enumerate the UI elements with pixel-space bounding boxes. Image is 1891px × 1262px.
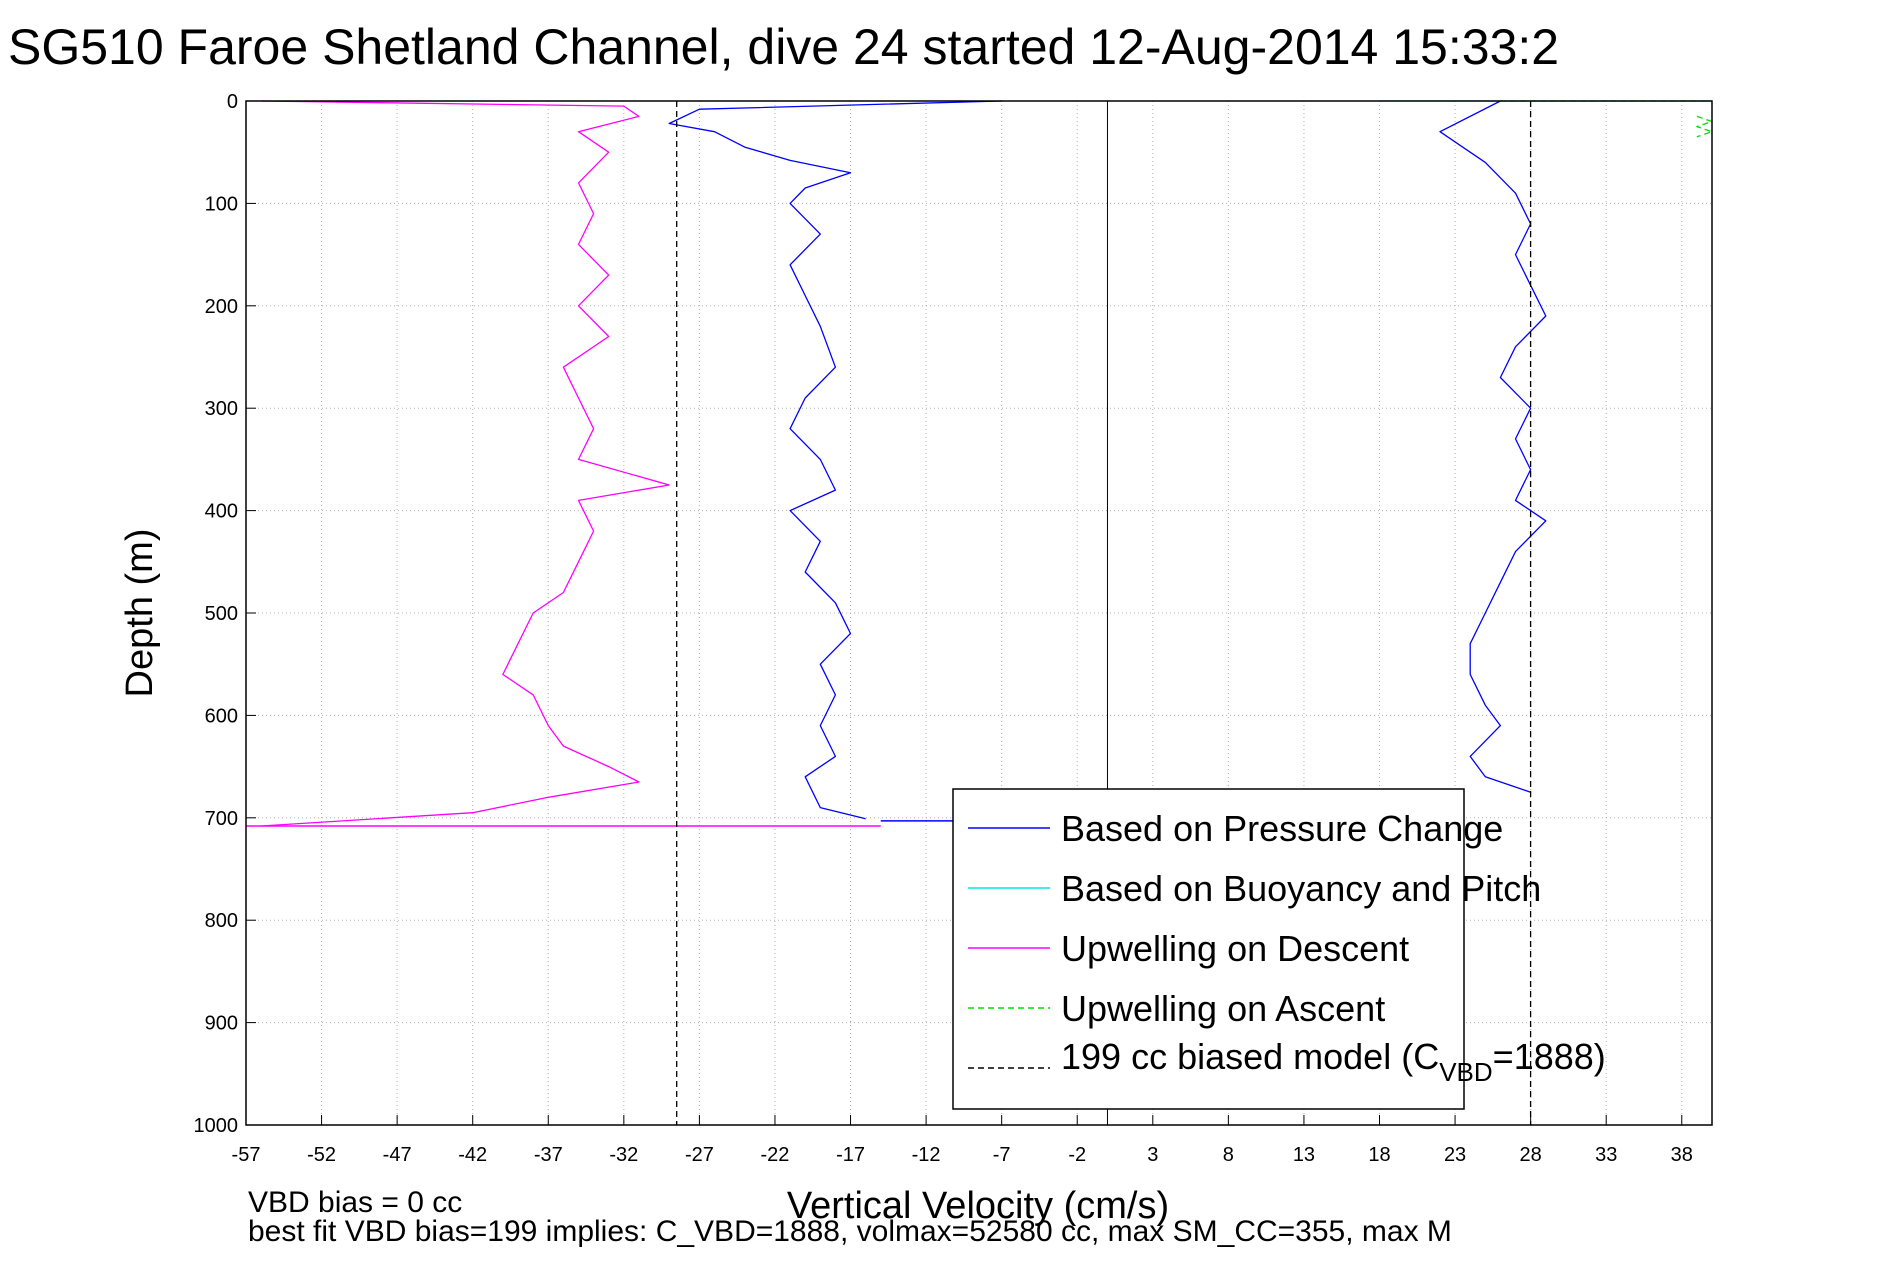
series-upwelling-on-descent <box>261 100 670 827</box>
series-upwelling-on-ascent <box>1696 115 1713 138</box>
footnote-best-fit: best fit VBD bias=199 implies: C_VBD=188… <box>248 1215 1452 1248</box>
legend-label-model-tail: =1888) <box>1493 1036 1606 1077</box>
x-tick-label: 8 <box>1223 1144 1234 1166</box>
x-tick-label: -37 <box>534 1144 563 1166</box>
y-tick-label: 1000 <box>194 1115 239 1137</box>
x-tick-label: -32 <box>609 1144 638 1166</box>
y-tick-label: 700 <box>205 808 238 830</box>
y-tick-label: 200 <box>205 296 238 318</box>
legend-label-descent: Upwelling on Descent <box>1061 928 1409 969</box>
x-tick-label: -12 <box>912 1144 941 1166</box>
y-tick-label: 500 <box>205 603 238 625</box>
y-tick-label: 800 <box>205 910 238 932</box>
y-axis-label: Depth (m) <box>119 529 161 698</box>
footnote-vbd-bias: VBD bias = 0 cc <box>248 1186 462 1219</box>
x-tick-label: -57 <box>232 1144 261 1166</box>
y-tick-label: 600 <box>205 705 238 727</box>
x-axis-ticks: -57 -52 -47 -42 -37 -32 -27 -22 -17 -12 -7 -2 3 8 13 18… <box>232 1115 1693 1166</box>
x-tick-label: -47 <box>383 1144 412 1166</box>
x-tick-label: -7 <box>993 1144 1011 1166</box>
y-tick-label: 900 <box>205 1013 238 1035</box>
legend-label-model-sub: VBD <box>1439 1057 1492 1087</box>
y-tick-label: 100 <box>205 193 238 215</box>
x-tick-label: 13 <box>1293 1144 1315 1166</box>
x-tick-label: 33 <box>1595 1144 1617 1166</box>
x-tick-label: 38 <box>1671 1144 1693 1166</box>
legend-label-pressure: Based on Pressure Change <box>1061 808 1503 849</box>
x-tick-label: -42 <box>458 1144 487 1166</box>
x-tick-label: 28 <box>1520 1144 1542 1166</box>
series-based-on-pressure-change <box>1439 100 1547 793</box>
x-tick-label: 18 <box>1368 1144 1390 1166</box>
x-tick-label: -2 <box>1068 1144 1086 1166</box>
x-tick-label: -17 <box>836 1144 865 1166</box>
x-tick-label: -52 <box>307 1144 336 1166</box>
x-axis-label: Vertical Velocity (cm/s) <box>787 1185 1169 1227</box>
y-tick-label: 300 <box>205 398 238 420</box>
y-axis-ticks: 0 100 200 300 400 500 600 700 800 900 1000 <box>194 91 256 1137</box>
series-based-on-pressure-change <box>668 100 1002 820</box>
legend-label-buoyancy: Based on Buoyancy and Pitch <box>1061 868 1541 909</box>
legend-label-ascent: Upwelling on Ascent <box>1061 988 1385 1029</box>
x-tick-label: 23 <box>1444 1144 1466 1166</box>
x-tick-label: -22 <box>761 1144 790 1166</box>
y-tick-label: 400 <box>205 501 238 523</box>
chart-title: SG510 Faroe Shetland Channel, dive 24 st… <box>8 19 1559 75</box>
legend-label-model: 199 cc biased model (CVBD=1888) <box>1061 1036 1606 1087</box>
legend-box <box>952 788 1465 1110</box>
y-tick-label: 0 <box>227 91 238 113</box>
x-tick-label: -27 <box>685 1144 714 1166</box>
legend: Based on Pressure Change Based on Buoyan… <box>952 788 1606 1110</box>
legend-label-model-main: 199 cc biased model (C <box>1061 1036 1439 1077</box>
x-tick-label: 3 <box>1147 1144 1158 1166</box>
